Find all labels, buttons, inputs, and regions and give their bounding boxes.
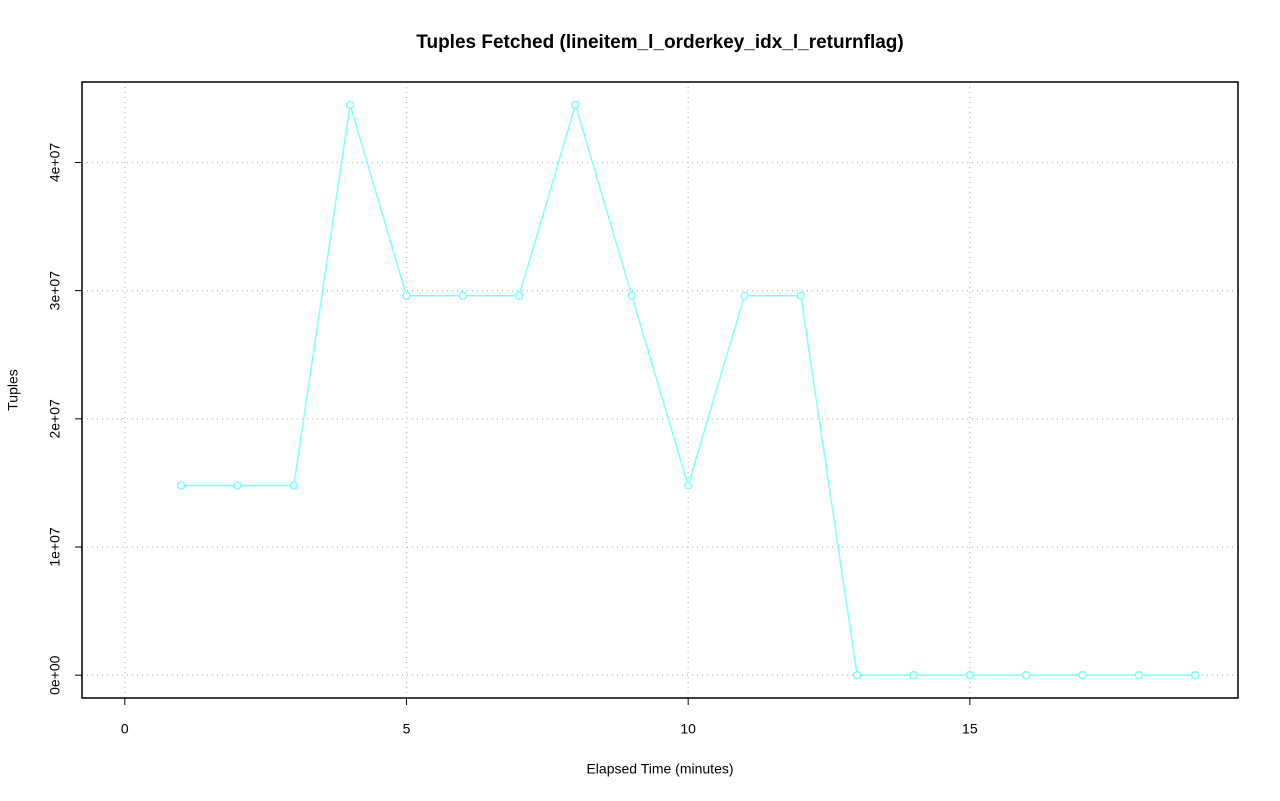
point <box>740 291 749 301</box>
point <box>909 670 918 680</box>
point <box>514 291 524 301</box>
line <box>181 102 1196 676</box>
point <box>458 291 468 301</box>
point <box>233 481 242 490</box>
point <box>796 291 806 301</box>
x-tick-label: 15 <box>962 721 978 737</box>
plot-frame <box>81 81 1239 699</box>
y-tick-label: 1e+07 <box>47 527 63 567</box>
point <box>683 481 693 490</box>
y-tick-label: 2e+07 <box>47 399 63 439</box>
x-tick-label: 0 <box>121 721 129 737</box>
y-axis-label: Tuples <box>5 369 21 411</box>
point <box>852 670 862 680</box>
point <box>627 291 637 301</box>
point <box>1078 670 1087 680</box>
chart-title: Tuples Fetched (lineitem_l_orderkey_idx_… <box>416 32 903 53</box>
y-tick-label: 0e+00 <box>47 655 63 695</box>
point <box>402 291 411 301</box>
y-tick-label: 3e+07 <box>47 271 63 311</box>
point <box>1021 670 1031 680</box>
x-axis-label: Elapsed Time (minutes) <box>586 761 733 777</box>
point <box>176 481 186 490</box>
point <box>1134 670 1144 680</box>
point <box>289 481 299 490</box>
point <box>1190 670 1200 680</box>
point <box>965 670 975 680</box>
y-tick-label: 4e+07 <box>47 143 63 183</box>
x-tick-label: 10 <box>680 721 696 737</box>
point <box>571 100 580 110</box>
x-tick-label: 5 <box>403 721 411 737</box>
point <box>345 100 355 110</box>
